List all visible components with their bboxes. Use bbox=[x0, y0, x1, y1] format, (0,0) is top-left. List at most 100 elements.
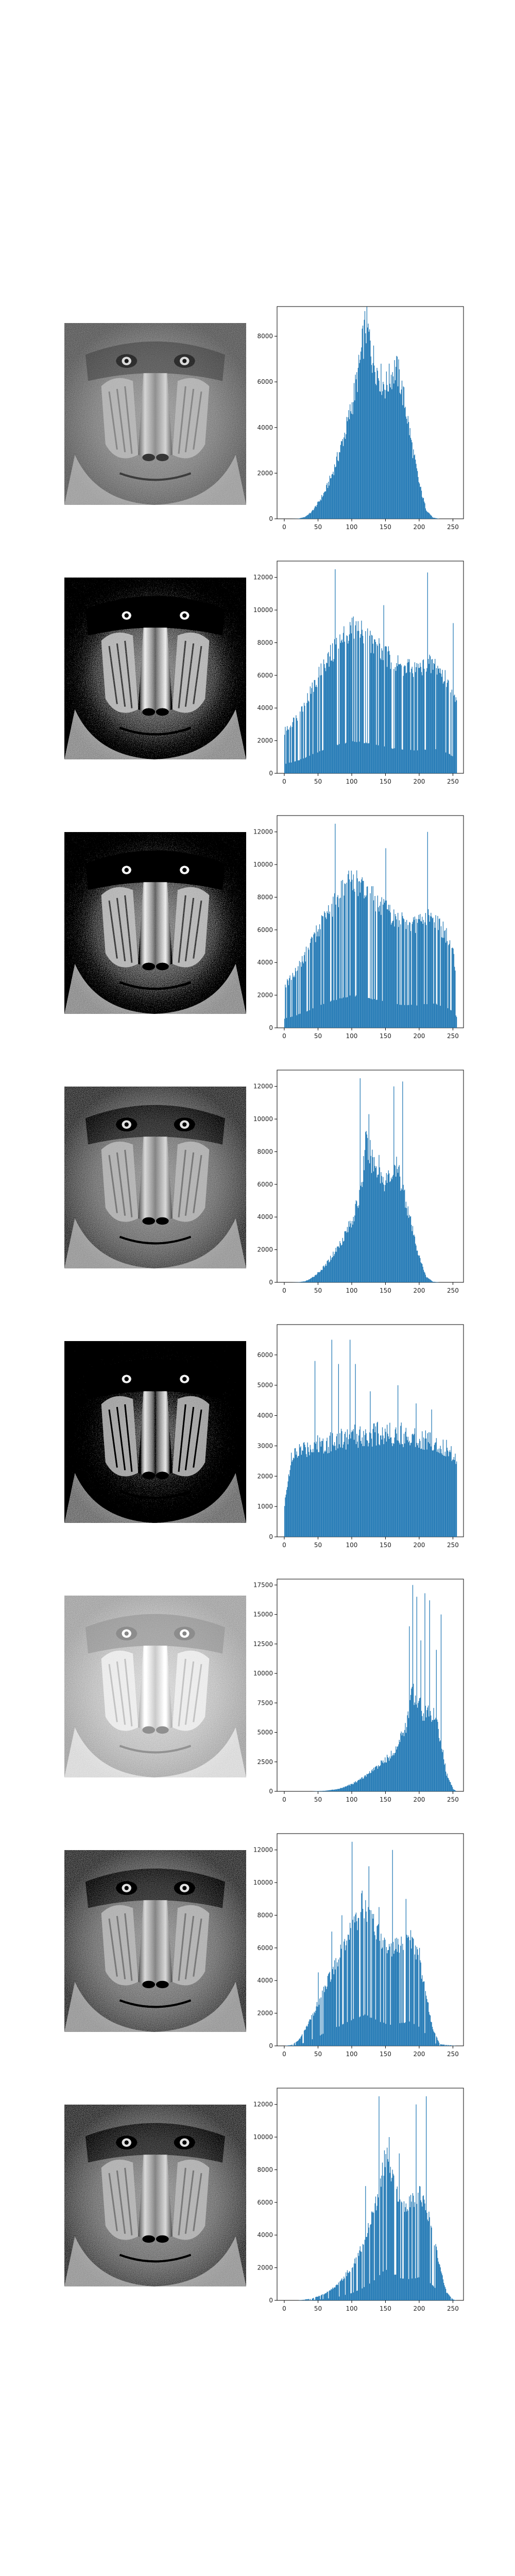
histogram-bar bbox=[438, 1452, 439, 1537]
histogram-bar bbox=[354, 2258, 355, 2300]
histogram-bar bbox=[423, 1713, 424, 1791]
x-tick-label: 100 bbox=[346, 1796, 358, 1803]
histogram-bar bbox=[351, 2293, 352, 2300]
histogram-bar bbox=[387, 651, 388, 773]
histogram-bar bbox=[396, 1157, 397, 1282]
histogram-bar bbox=[403, 1447, 404, 1537]
histogram-bar bbox=[441, 2044, 442, 2046]
histogram-bar bbox=[449, 2295, 450, 2300]
histogram-bar bbox=[304, 517, 305, 519]
histogram-bar bbox=[451, 755, 452, 773]
histogram-bar bbox=[454, 694, 455, 773]
histogram-bar bbox=[311, 937, 312, 1028]
histogram-bar bbox=[364, 319, 365, 519]
histogram-bar bbox=[301, 2036, 302, 2046]
histogram-bar bbox=[371, 1770, 372, 1791]
histogram-bar bbox=[386, 1762, 387, 1791]
histogram-bar bbox=[430, 1432, 431, 1537]
histogram-bar bbox=[438, 930, 439, 1028]
histogram-bar bbox=[289, 727, 290, 773]
histogram-bar bbox=[435, 2043, 436, 2046]
histogram-bar bbox=[327, 483, 328, 519]
histogram-bar bbox=[342, 1444, 344, 1537]
histogram-bar bbox=[358, 2256, 359, 2300]
histogram-bar bbox=[304, 952, 305, 1028]
histogram-bar bbox=[308, 950, 310, 1028]
histogram-bar bbox=[397, 357, 398, 519]
histogram-bar bbox=[432, 918, 433, 1028]
histogram-bar bbox=[360, 351, 362, 519]
histogram-bar bbox=[307, 1280, 308, 1282]
histogram-bar bbox=[327, 911, 328, 1028]
histogram-bar bbox=[289, 2045, 290, 2046]
histogram-bar bbox=[450, 1452, 451, 1537]
histogram-bar bbox=[355, 1781, 356, 1791]
histogram-bar bbox=[330, 645, 331, 773]
x-tick-label: 200 bbox=[414, 2050, 425, 2058]
histogram-axes: 0 50 100 150 200 250 0 2000 4000 6000 8000 10000 120… bbox=[253, 815, 464, 1040]
histogram-bar bbox=[300, 1446, 301, 1537]
histogram-bar bbox=[355, 996, 356, 1028]
histogram-bar bbox=[392, 1176, 393, 1282]
histogram-bar bbox=[415, 2278, 416, 2300]
histogram-bar bbox=[311, 1278, 312, 1282]
histogram-bar bbox=[378, 907, 379, 1028]
histogram-bar bbox=[398, 1166, 399, 1282]
histogram-bar bbox=[394, 1164, 395, 1282]
histogram-bar bbox=[305, 2029, 306, 2046]
histogram-bar bbox=[382, 1947, 383, 2046]
histogram-bar bbox=[347, 2270, 348, 2300]
histogram-bar bbox=[387, 909, 388, 1028]
histogram-bar bbox=[401, 1731, 402, 1791]
histogram-bar bbox=[330, 2290, 331, 2300]
histogram-bar bbox=[452, 756, 453, 773]
histogram-bar bbox=[440, 2267, 441, 2300]
histogram-bar bbox=[358, 631, 359, 773]
histogram-bar bbox=[394, 2275, 395, 2300]
histogram-bar bbox=[439, 2264, 440, 2300]
y-tick-label: 6000 bbox=[257, 672, 273, 679]
y-tick-label: 8000 bbox=[257, 333, 273, 340]
histogram-bar bbox=[354, 400, 355, 519]
histogram-bar bbox=[445, 1456, 447, 1537]
histogram-bar bbox=[356, 742, 357, 773]
histogram-bar bbox=[393, 383, 394, 519]
histogram-bar bbox=[289, 975, 290, 1028]
histogram-bar bbox=[427, 2219, 428, 2300]
histogram-bar bbox=[415, 1243, 416, 1282]
x-tick-label: 50 bbox=[314, 523, 322, 531]
histogram-bar bbox=[356, 1201, 357, 1282]
x-tick-label: 0 bbox=[282, 1032, 286, 1040]
histogram-bar bbox=[367, 1774, 368, 1791]
histogram-bar bbox=[390, 912, 391, 1028]
histogram-bar bbox=[421, 1448, 422, 1537]
histogram-bar bbox=[363, 2244, 364, 2300]
histogram-bar bbox=[433, 2031, 434, 2046]
x-tick-label: 0 bbox=[282, 2305, 286, 2312]
histogram-bar bbox=[314, 932, 315, 1028]
histogram-bars bbox=[284, 1340, 457, 1537]
histogram-bar bbox=[317, 502, 318, 519]
histogram-bar bbox=[313, 1452, 314, 1537]
histogram-bar bbox=[362, 2288, 363, 2300]
histogram-bar bbox=[332, 1433, 333, 1537]
y-tick-label: 4000 bbox=[257, 1412, 273, 1419]
histogram-bar bbox=[387, 1757, 388, 1791]
histogram-bar bbox=[419, 1438, 420, 1537]
histogram-bar bbox=[363, 1778, 364, 1791]
histogram-bar bbox=[305, 961, 306, 1028]
histogram-bar bbox=[449, 1780, 450, 1791]
histogram-bar bbox=[399, 920, 400, 1028]
histogram-bar bbox=[353, 1216, 354, 1282]
histogram-bar bbox=[355, 1914, 356, 2046]
histogram-bar bbox=[397, 1747, 398, 1791]
histogram-bar bbox=[421, 672, 422, 773]
x-tick-label: 0 bbox=[282, 523, 286, 531]
histogram-bar bbox=[375, 2196, 376, 2300]
histogram-bar bbox=[358, 354, 359, 519]
histogram-bar bbox=[385, 1432, 386, 1537]
histogram-bar bbox=[367, 886, 368, 1028]
histogram-bar bbox=[323, 659, 324, 773]
y-tick-label: 2000 bbox=[257, 1246, 273, 1253]
histogram-bar bbox=[391, 1179, 392, 1282]
